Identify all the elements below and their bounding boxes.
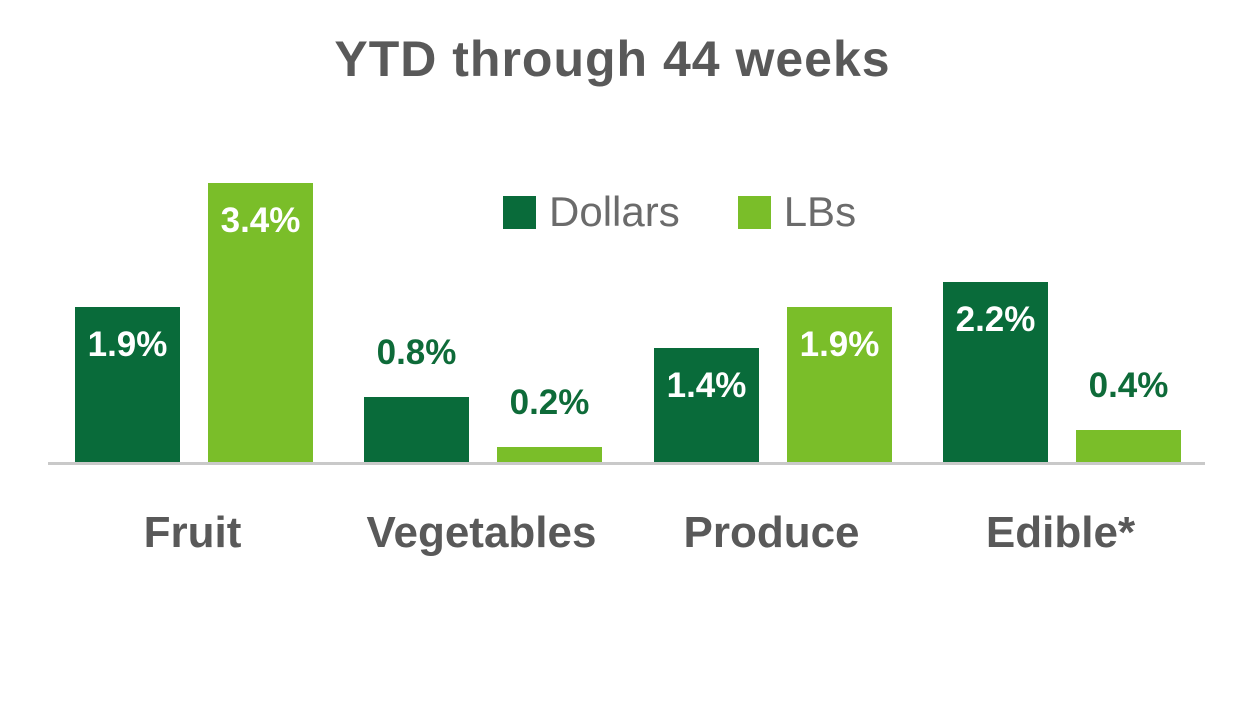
lbs-swatch-icon xyxy=(737,195,771,229)
data-label-lbs-edible: 0.4% xyxy=(1088,366,1169,405)
data-label-dollars-fruit: 1.9% xyxy=(87,325,168,364)
plot-area: 1.9% 3.4% 0.8% 0.2% 1.4% 1.9% 2.2% 0.4% xyxy=(75,183,1181,463)
legend-label-lbs: LBs xyxy=(783,188,857,235)
data-label-lbs-produce: 1.9% xyxy=(799,325,880,364)
bar-lbs-fruit: 3.4% xyxy=(208,183,313,463)
bar-dollars-fruit: 1.9% xyxy=(75,307,180,463)
chart-title: YTD through 44 weeks xyxy=(334,31,891,87)
data-label-dollars-produce: 1.4% xyxy=(666,366,747,405)
legend-label-dollars: Dollars xyxy=(549,188,680,235)
category-label-produce: Produce xyxy=(683,508,860,557)
bar-dollars-edible: 2.2% xyxy=(943,282,1048,463)
bar-dollars-vegetables xyxy=(364,397,469,463)
legend: Dollars LBs xyxy=(503,188,857,235)
category-label-edible: Edible* xyxy=(985,508,1136,557)
bar-lbs-vegetables xyxy=(497,447,602,463)
dollars-swatch-icon xyxy=(503,195,536,229)
category-label-vegetables: Vegetables xyxy=(366,508,597,557)
bar-lbs-produce: 1.9% xyxy=(787,307,892,463)
legend-item-lbs: LBs xyxy=(737,188,857,235)
data-label-lbs-vegetables: 0.2% xyxy=(509,383,590,422)
bar-lbs-edible xyxy=(1076,430,1181,463)
bar-dollars-produce: 1.4% xyxy=(654,348,759,463)
data-label-dollars-vegetables: 0.8% xyxy=(376,333,457,372)
data-label-dollars-edible: 2.2% xyxy=(955,300,1036,339)
x-axis-line xyxy=(48,462,1205,465)
category-label-fruit: Fruit xyxy=(143,508,242,557)
data-label-lbs-fruit: 3.4% xyxy=(220,201,301,240)
legend-item-dollars: Dollars xyxy=(503,188,680,235)
